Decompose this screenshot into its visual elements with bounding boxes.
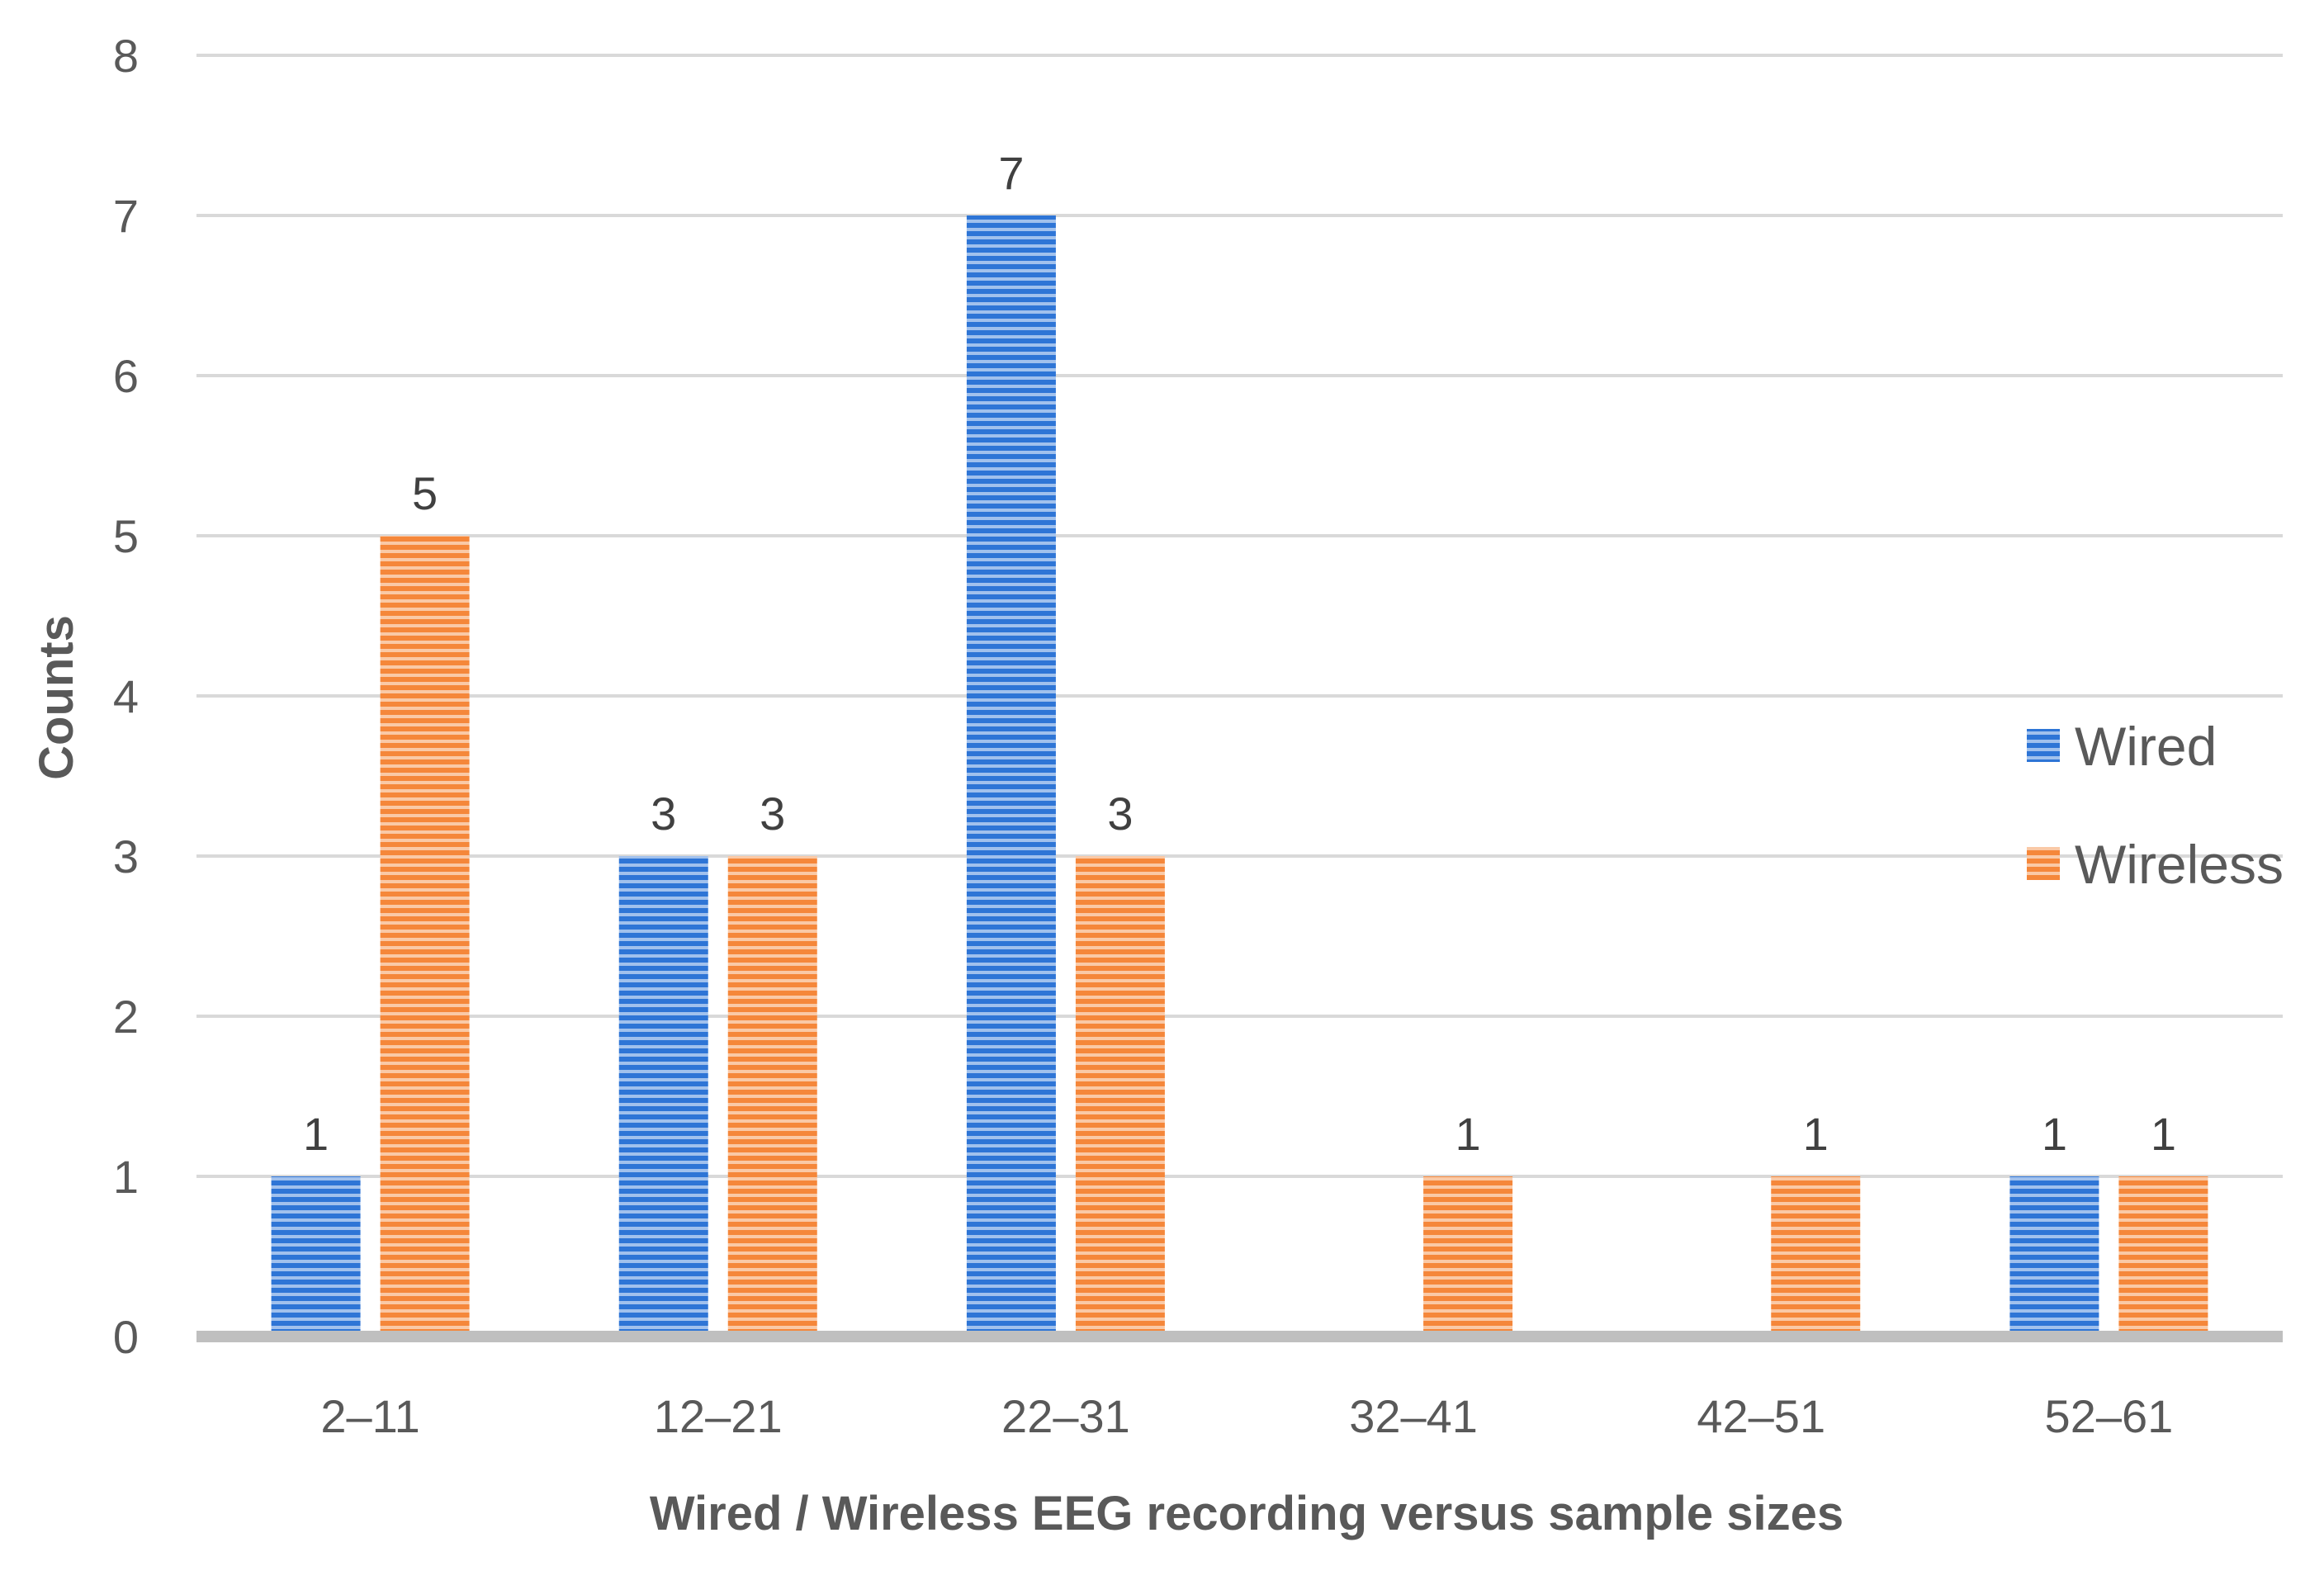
bar-wired-3 [966, 215, 1056, 1337]
data-label: 3 [1107, 788, 1133, 840]
data-label: 7 [998, 147, 1024, 199]
bar-wired-1 [271, 1176, 361, 1337]
legend-swatch [2027, 729, 2060, 762]
bar-wired-6 [2009, 1176, 2099, 1337]
y-tick-label: 1 [113, 1151, 139, 1203]
y-tick-label: 0 [113, 1311, 139, 1363]
x-tick-label: 12–21 [654, 1390, 783, 1442]
bar-wireless-3 [1075, 856, 1165, 1337]
data-label: 1 [303, 1108, 329, 1160]
bar-wireless-2 [727, 856, 817, 1337]
legend: Wired Wireless [2027, 716, 2284, 895]
data-label: 1 [1455, 1108, 1481, 1160]
legend-item-wired: Wired [2027, 716, 2217, 777]
y-tick-label: 4 [113, 670, 139, 722]
y-tick-label: 6 [113, 350, 139, 402]
legend-label: Wireless [2075, 834, 2284, 895]
legend-item-wireless: Wireless [2027, 834, 2284, 895]
bar-wired-2 [618, 856, 708, 1337]
bar-wireless-1 [380, 536, 470, 1337]
x-axis-title: Wired / Wireless EEG recording versus sa… [650, 1487, 1844, 1540]
data-label: 1 [2151, 1108, 2176, 1160]
data-labels: 1 5 3 3 7 3 1 1 1 1 [303, 147, 2176, 1160]
bar-wireless-5 [1771, 1176, 1861, 1337]
x-tick-label: 42–51 [1697, 1390, 1825, 1442]
y-axis-title: Counts [30, 615, 83, 780]
gridlines [196, 54, 2283, 1178]
y-tick-label: 5 [113, 510, 139, 562]
y-axis-ticks: 0 1 2 3 4 5 6 7 8 [113, 30, 139, 1363]
bar-wireless-6 [2118, 1176, 2208, 1337]
bar-wireless-4 [1423, 1176, 1513, 1337]
y-tick-label: 8 [113, 30, 139, 82]
x-tick-label: 22–31 [1001, 1390, 1130, 1442]
data-label: 3 [760, 788, 785, 840]
y-tick-label: 7 [113, 190, 139, 242]
x-axis-ticks: 2–11 12–21 22–31 32–41 42–51 52–61 [320, 1390, 2173, 1442]
legend-swatch [2027, 847, 2060, 880]
bars [271, 215, 2208, 1337]
data-label: 1 [1803, 1108, 1829, 1160]
x-tick-label: 52–61 [2045, 1390, 2174, 1442]
legend-label: Wired [2075, 716, 2217, 777]
x-tick-label: 2–11 [320, 1390, 419, 1442]
y-tick-label: 2 [113, 991, 139, 1043]
data-label: 3 [651, 788, 676, 840]
x-tick-label: 32–41 [1349, 1390, 1478, 1442]
data-label: 1 [2042, 1108, 2067, 1160]
data-label: 5 [412, 467, 438, 519]
y-tick-label: 3 [113, 830, 139, 882]
